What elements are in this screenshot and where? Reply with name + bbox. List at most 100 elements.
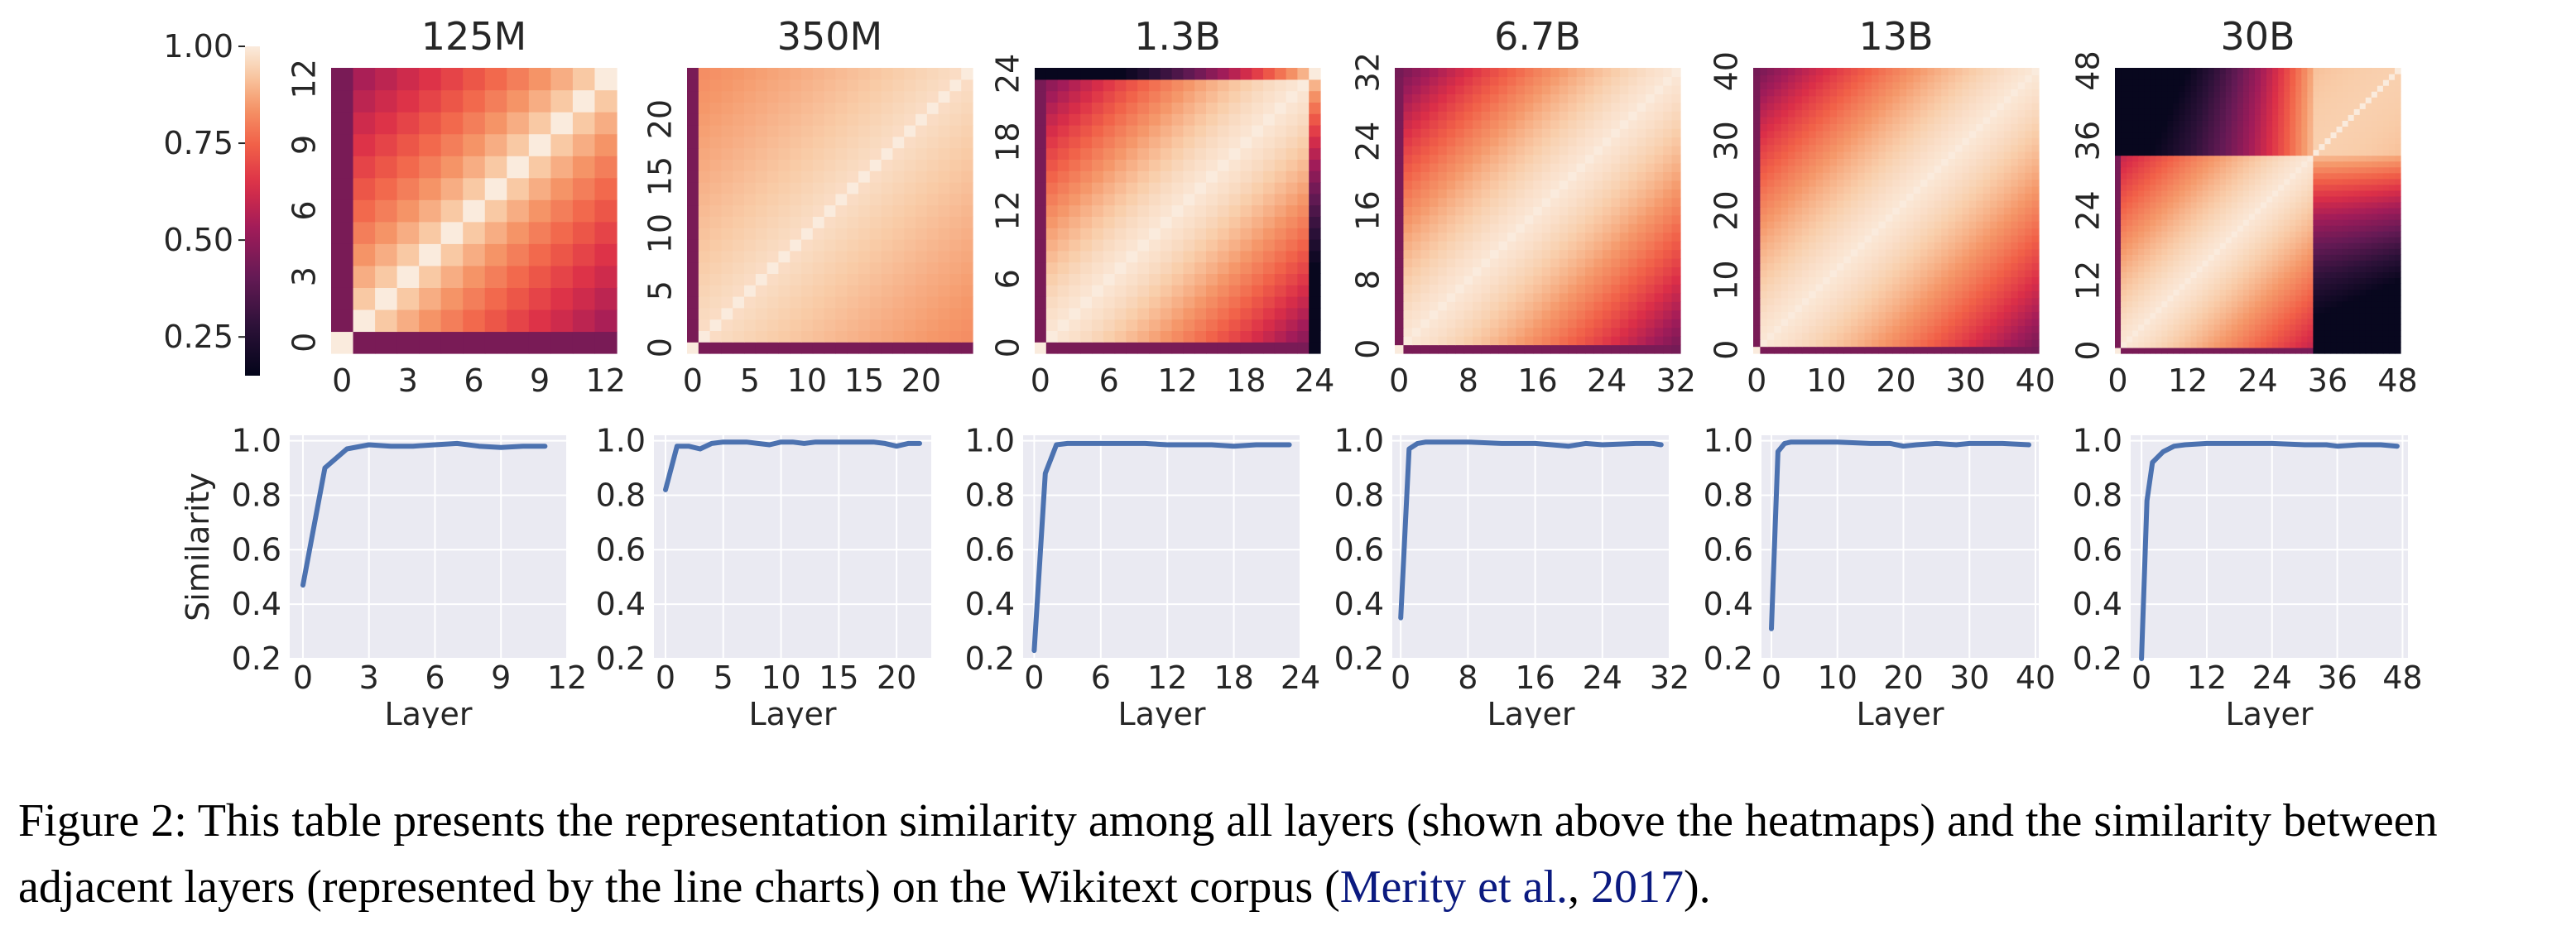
heatmap-cell <box>1057 330 1069 343</box>
heatmap-cell <box>1948 305 1956 313</box>
heatmap-cell <box>1899 339 1907 348</box>
heatmap-cell <box>1829 172 1838 180</box>
heatmap-cell <box>1568 68 1578 78</box>
heatmap-cell <box>938 79 950 92</box>
heatmap-cell <box>1864 207 1872 215</box>
heatmap-cell <box>1309 239 1321 252</box>
heatmap-cell <box>812 250 825 263</box>
heatmap-cell <box>1171 228 1184 240</box>
heatmap-cell <box>2213 277 2221 285</box>
heatmap-cell <box>1498 275 1508 285</box>
heatmap-cell <box>1962 186 1970 194</box>
heatmap-cell <box>1636 249 1646 259</box>
heatmap-cell <box>2388 271 2396 279</box>
heatmap-cell <box>2184 347 2192 354</box>
heatmap-cell <box>1228 239 1241 252</box>
heatmap-cell <box>1982 144 1991 152</box>
heatmap-cell <box>2173 295 2180 302</box>
heatmap-cell <box>733 193 745 206</box>
heatmap-cell <box>1524 189 1534 199</box>
heatmap-cell <box>1217 216 1230 228</box>
heatmap-cell <box>2324 306 2332 314</box>
heatmap-cell <box>1836 199 1844 208</box>
heatmap-cell <box>1126 296 1138 309</box>
heatmap-cell <box>1843 199 1852 208</box>
heatmap-cell <box>353 221 376 244</box>
heatmap-cell <box>892 261 905 274</box>
heatmap-cell <box>463 177 486 200</box>
heatmap-cell <box>824 296 836 309</box>
x-tick-label: 0 <box>683 362 703 399</box>
heatmap-cell <box>1906 270 1915 278</box>
heatmap-cell <box>1395 301 1405 311</box>
heatmap-cell <box>1228 330 1241 343</box>
heatmap-cell <box>858 68 871 80</box>
heatmap-cell <box>835 261 848 274</box>
heatmap-cell <box>2284 324 2290 331</box>
heatmap-cell <box>2330 295 2338 302</box>
heatmap-cell <box>1795 248 1803 257</box>
heatmap-cell <box>1490 84 1500 94</box>
heatmap-cell <box>594 133 618 156</box>
heatmap-cell <box>1611 102 1621 112</box>
heatmap-cell <box>881 68 893 80</box>
heatmap-cell <box>1795 213 1803 222</box>
heatmap-cell <box>2025 95 2033 103</box>
heatmap-cell <box>2319 271 2326 279</box>
heatmap-cell <box>2025 103 2033 111</box>
heatmap-cell <box>1103 147 1116 160</box>
heatmap-cell <box>949 261 962 274</box>
heatmap-cell <box>463 133 486 156</box>
heatmap-cell <box>812 170 825 183</box>
heatmap-cell <box>1663 128 1673 138</box>
heatmap-cell <box>904 125 916 137</box>
heatmap-cell <box>1815 311 1824 319</box>
heatmap-cell <box>1774 95 1782 103</box>
heatmap-cell <box>801 216 814 228</box>
heatmap-cell <box>1913 207 1921 215</box>
heatmap-cell <box>2025 144 2033 152</box>
heatmap-cell <box>1149 216 1161 228</box>
heatmap-cell <box>1646 189 1656 199</box>
heatmap-cell <box>1766 332 1775 340</box>
heatmap-cell <box>2011 332 2019 340</box>
heatmap-cell <box>1568 137 1578 146</box>
heatmap-cell <box>2266 289 2273 296</box>
heatmap-cell <box>2031 193 2040 201</box>
heatmap-cell <box>1463 119 1473 129</box>
heatmap-cell <box>1045 125 1059 137</box>
heatmap-cell <box>2225 283 2232 290</box>
heatmap-cell <box>1160 102 1173 114</box>
heatmap-cell <box>1057 342 1069 354</box>
heatmap-cell <box>2025 283 2033 291</box>
heatmap-cell <box>1429 163 1439 173</box>
heatmap-cell <box>1899 137 1907 146</box>
heatmap-cell <box>1160 68 1173 80</box>
heatmap-cell <box>331 287 354 310</box>
heatmap-cell <box>1774 130 1782 138</box>
heatmap-cell <box>1126 216 1138 228</box>
heatmap-cell <box>2272 324 2279 331</box>
heatmap-cell <box>1781 68 1789 76</box>
heatmap-cell <box>2342 335 2349 343</box>
heatmap-cell <box>858 182 871 194</box>
heatmap-cell <box>1976 256 1984 264</box>
heatmap-cell <box>1611 146 1621 156</box>
heatmap-cell <box>1899 297 1907 305</box>
heatmap-cell <box>1858 193 1866 201</box>
heatmap-cell <box>2003 137 2011 146</box>
heatmap-cell <box>1976 213 1984 222</box>
heatmap-cell <box>1948 318 1956 326</box>
heatmap-cell <box>790 136 802 149</box>
heatmap-cell <box>1927 186 1935 194</box>
heatmap-cell <box>1955 172 1963 180</box>
heatmap-cell <box>2394 335 2401 343</box>
heatmap-cell <box>1795 193 1803 201</box>
heatmap-cell <box>1171 90 1184 103</box>
heatmap-cell <box>1663 249 1673 259</box>
heatmap-cell <box>1788 109 1796 118</box>
heatmap-cell <box>2011 193 2019 201</box>
heatmap-cell <box>1809 186 1817 194</box>
heatmap-cell <box>1057 90 1069 103</box>
